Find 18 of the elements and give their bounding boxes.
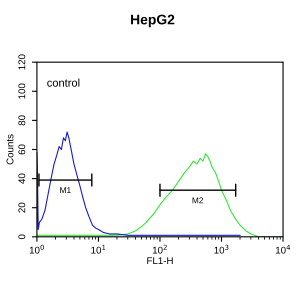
annotation: M1 xyxy=(60,187,71,194)
x-tick-label: 10$^{4}$ xyxy=(276,244,290,254)
y-tick-label: 20 xyxy=(18,202,26,213)
y-tick-label: 60 xyxy=(18,144,26,154)
y-tick-label: 0 xyxy=(18,234,26,240)
x-tick-label: 10$^{2}$ xyxy=(152,244,167,254)
annotation: control xyxy=(47,78,80,87)
y-tick-label: 120 xyxy=(18,54,26,70)
y-axis-title: Counts xyxy=(6,134,14,164)
x-tick-label: 10$^{0}$ xyxy=(30,244,44,254)
y-tick-label: 80 xyxy=(18,115,26,126)
chart-title: HepG2 xyxy=(131,14,174,28)
y-tick-label: 40 xyxy=(18,174,26,184)
x-axis-title: FL1-H xyxy=(147,257,173,264)
annotation: M2 xyxy=(192,197,204,204)
x-tick-label: 10$^{3}$ xyxy=(214,244,228,254)
y-tick-label: 100 xyxy=(18,84,26,99)
x-tick-label: 10$^{1}$ xyxy=(91,244,106,254)
